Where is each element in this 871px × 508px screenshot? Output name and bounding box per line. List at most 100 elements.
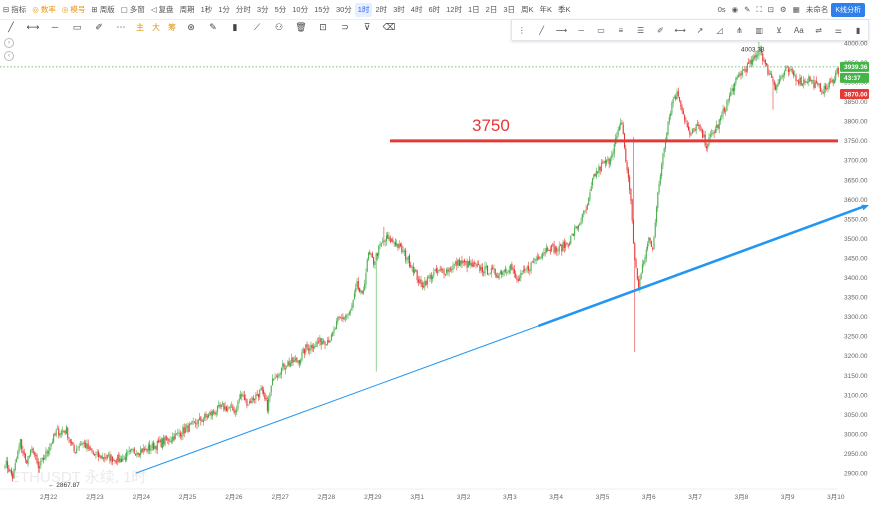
chart-analysis-button[interactable]: K线分析 [831,2,865,17]
interval-3[interactable]: 3分 [256,5,269,14]
candle-body [689,131,691,135]
delete-icon[interactable]: ⌫ [382,21,396,32]
candle-body [375,253,377,261]
brush-icon[interactable]: ✐ [95,21,103,32]
candle-body [407,256,409,261]
collapse-icon[interactable]: › [4,38,14,48]
text-tool-icon[interactable]: Aa [793,25,804,35]
alert-icon[interactable]: ⊛ [187,21,195,32]
candle-body [760,48,763,53]
candle-body [204,414,206,419]
hline-tool-icon[interactable]: ─ [578,25,585,35]
toolbar-item-5[interactable]: ◁ 复盘 [148,0,177,19]
fork-tool-icon[interactable]: ⋔ [736,25,743,35]
candle-body [588,198,590,206]
pattern-icon[interactable]: ⚇ [274,21,284,32]
trend-line-icon[interactable]: ╱ [8,21,14,32]
filter-icon[interactable]: ⊽ [363,21,371,32]
candle-body [499,271,501,274]
interval-4[interactable]: 5分 [274,5,287,14]
interval-10[interactable]: 3时 [393,5,405,14]
layout-icon[interactable]: ▦ [792,5,800,14]
toolbar-item-2[interactable]: ◎ 模号 [59,0,89,19]
settings-tool-icon[interactable]: ⚌ [834,25,842,35]
candle-body [73,445,75,452]
fib-tool-icon[interactable]: ☰ [636,25,645,35]
screenshot-icon[interactable]: ⊡ [767,5,774,14]
channel-tool-icon[interactable]: ≡ [618,25,624,35]
interval-8[interactable]: 1时 [354,2,373,17]
candle-body [735,78,737,84]
triangle-tool-icon[interactable]: ◿ [716,25,723,35]
arrow-tool-icon[interactable]: ↗ [696,25,704,35]
candle-body [722,108,724,115]
pen-tool-icon[interactable]: ✐ [657,25,664,35]
bookmark-icon[interactable]: ▮ [232,21,238,32]
candle-body [804,80,806,83]
interval-5[interactable]: 10分 [292,5,309,14]
trend-line-bold [537,205,865,328]
range-tool-icon[interactable]: ⟷ [674,25,686,35]
toolbar-item-0[interactable]: ⊟ 指标 [0,0,29,19]
interval-15[interactable]: 2日 [485,5,498,14]
interval-11[interactable]: 4时 [410,5,423,14]
drag-handle-icon[interactable]: ⋮ [517,25,526,35]
x-tick-label: 3月6 [642,493,656,501]
candle-body [484,266,486,274]
rectangle-icon[interactable]: ▭ [72,21,82,32]
toolbar-item-1[interactable]: ◎ 数率 [29,0,59,19]
interval-12[interactable]: 6时 [428,5,441,14]
interval-7[interactable]: 30分 [335,5,352,14]
interval-1[interactable]: 1分 [218,5,230,14]
toolbar-item-3[interactable]: ⊞ 周版 [88,0,117,19]
interval-18[interactable]: 年K [539,5,553,14]
candle-body [766,63,768,66]
interval-13[interactable]: 12时 [446,5,462,14]
lock-icon[interactable]: ⊡ [319,21,327,32]
line-tool-icon[interactable]: ╱ [539,25,545,35]
candle-body [117,454,119,462]
collapse-tool-icon[interactable]: ▮ [855,25,861,35]
draw-label-1[interactable]: 大 [152,22,160,32]
layout-name[interactable]: 未命名 [805,5,829,14]
camera-icon[interactable]: ◉ [731,5,739,14]
interval-19[interactable]: 季K [558,5,571,14]
trash-icon[interactable]: 🗑 [295,21,307,32]
rect-tool-icon[interactable]: ▭ [597,25,605,35]
bars-tool-icon[interactable]: ▥ [755,25,764,35]
pencil-icon[interactable]: ✎ [209,21,217,32]
marked-price-badge: 3870.00 [844,91,868,98]
candle-body [74,452,76,454]
split-tool-icon[interactable]: ⇌ [815,25,822,35]
ray-icon[interactable]: ⟷ [26,21,40,32]
magnet-icon[interactable]: ⊃ [341,21,349,32]
candle-body [385,235,387,242]
edit-icon[interactable]: ✎ [744,5,751,14]
measure-tool-icon[interactable]: ⊻ [776,25,782,35]
draw-label-0[interactable]: 主 [136,22,144,32]
ray-tool-icon[interactable]: ⟶ [555,25,568,35]
interval-17[interactable]: 周K [521,5,534,14]
expand-icon[interactable]: ‹ [4,51,14,61]
draw-label-2[interactable]: 筹 [168,22,176,32]
candle-body [26,459,28,464]
y-tick-label: 3200.00 [844,353,868,360]
more-icon[interactable]: ⋯ [116,21,126,32]
candle-body [46,451,48,453]
ruler-icon[interactable]: ⟋ [253,21,261,32]
interval-16[interactable]: 3日 [503,5,515,14]
candle-body [572,234,574,236]
interval-14[interactable]: 1日 [467,5,480,14]
candle-body [254,399,256,401]
interval-6[interactable]: 15分 [314,5,330,14]
interval-0[interactable]: 1秒 [200,5,213,14]
toolbar-item-6[interactable]: 周期 [177,0,198,19]
horizontal-line-icon[interactable]: ─ [51,22,59,32]
toolbar-item-4[interactable]: ▢ 多窗 [118,0,148,19]
settings-icon[interactable]: ⚙ [780,5,787,14]
interval-2[interactable]: 分时 [235,5,251,14]
interval-9[interactable]: 2时 [375,5,388,14]
fullscreen-icon[interactable]: ⛶ [756,4,762,14]
candle-body [551,244,553,252]
